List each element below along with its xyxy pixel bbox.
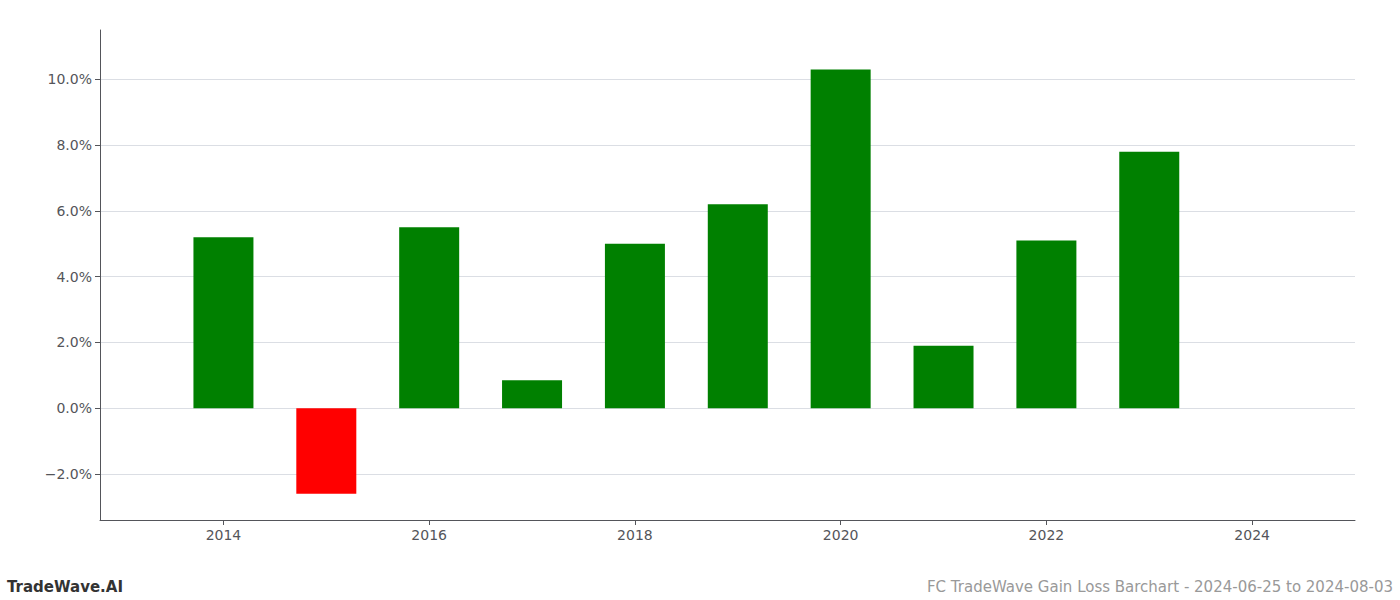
- svg-text:4.0%: 4.0%: [56, 269, 92, 285]
- svg-text:FC TradeWave Gain Loss Barchar: FC TradeWave Gain Loss Barchart - 2024-0…: [927, 578, 1393, 596]
- svg-text:2022: 2022: [1029, 527, 1065, 543]
- svg-text:10.0%: 10.0%: [48, 71, 92, 87]
- svg-text:2014: 2014: [206, 527, 242, 543]
- svg-text:8.0%: 8.0%: [56, 137, 92, 153]
- svg-text:2018: 2018: [617, 527, 653, 543]
- svg-text:2020: 2020: [823, 527, 859, 543]
- svg-text:0.0%: 0.0%: [56, 400, 92, 416]
- svg-text:TradeWave.AI: TradeWave.AI: [7, 578, 123, 596]
- svg-text:6.0%: 6.0%: [56, 203, 92, 219]
- svg-text:2.0%: 2.0%: [56, 334, 92, 350]
- svg-text:−2.0%: −2.0%: [45, 466, 92, 482]
- svg-text:2024: 2024: [1234, 527, 1270, 543]
- svg-text:2016: 2016: [411, 527, 447, 543]
